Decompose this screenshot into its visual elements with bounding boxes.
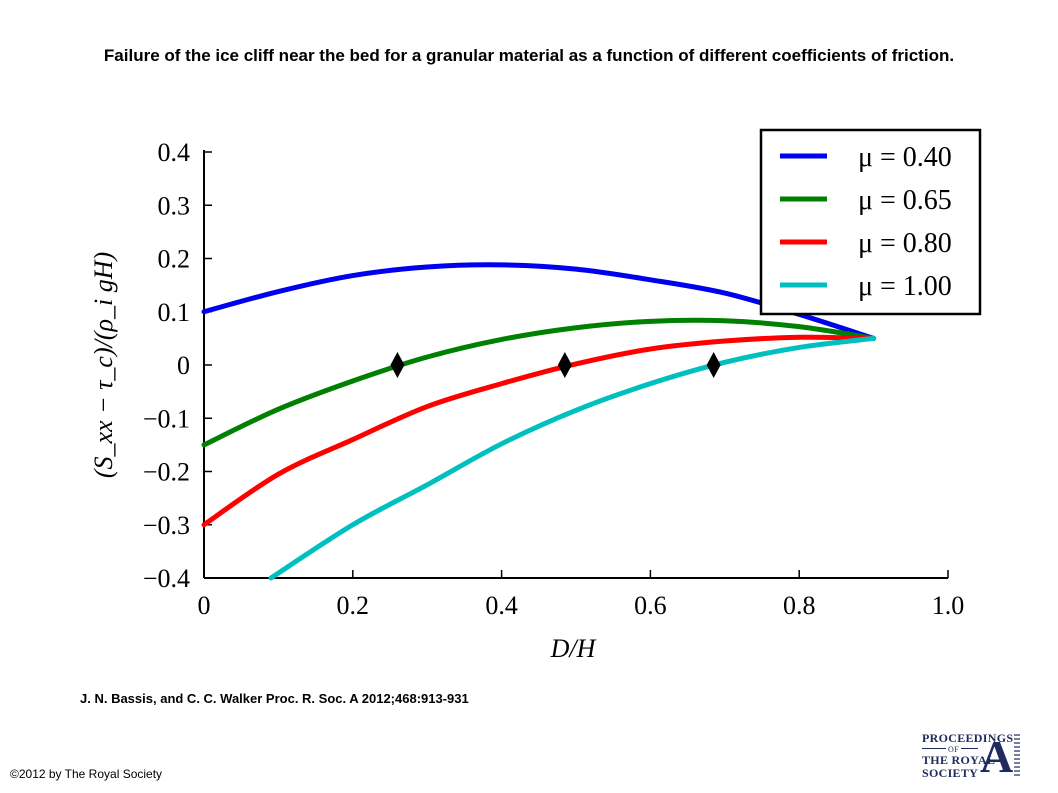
diamond-markers (390, 352, 721, 378)
y-tick-label: −0.1 (143, 404, 190, 433)
ticks: 0 0.2 0.4 0.6 0.8 1.0 0.4 0.3 0.2 0.1 0 −0.1 −0.2 −0.… (143, 138, 964, 620)
logo-letter: A (980, 731, 1014, 782)
y-tick-label: 0.3 (158, 191, 191, 220)
logo-line-3: THE ROYAL (922, 753, 996, 767)
legend-label-3: μ = 0.80 (858, 228, 952, 259)
journal-logo: PROCEEDINGS OF THE ROYAL SOCIETY A (922, 730, 1022, 780)
logo-line-1: PROCEEDINGS (922, 731, 1014, 745)
diamond-marker-3 (706, 352, 721, 378)
y-axis-label: (S_xx − τ_c)/(ρ_i gH) (89, 252, 118, 478)
x-tick-label: 0.4 (485, 591, 518, 620)
logo-line-2: OF (946, 744, 961, 756)
legend-label-2: μ = 0.65 (858, 185, 952, 216)
legend: μ = 0.40 μ = 0.65 μ = 0.80 μ = 1.00 (759, 128, 982, 316)
diamond-marker-2 (557, 352, 572, 378)
x-tick-label: 0.2 (337, 591, 370, 620)
logo-line-4: SOCIETY (922, 766, 979, 780)
x-tick-label: 0.6 (634, 591, 667, 620)
citation: J. N. Bassis, and C. C. Walker Proc. R. … (80, 691, 469, 706)
x-tick-label: 0 (198, 591, 211, 620)
x-tick-label: 1.0 (932, 591, 965, 620)
legend-label-4: μ = 1.00 (858, 271, 952, 302)
line-chart: 0 0.2 0.4 0.6 0.8 1.0 0.4 0.3 0.2 0.1 0 −0.1 −0.2 −0.… (89, 128, 982, 663)
series-line-3 (201, 334, 877, 528)
axes (203, 150, 948, 579)
legend-label-1: μ = 0.40 (858, 142, 952, 173)
y-tick-label: 0.1 (158, 298, 191, 327)
series-line-2 (201, 317, 877, 448)
diamond-marker-1 (390, 352, 405, 378)
copyright: ©2012 by The Royal Society (10, 767, 163, 781)
logo-side-text (1014, 734, 1020, 778)
y-tick-label: −0.2 (143, 458, 190, 487)
series-line-4 (268, 335, 877, 581)
y-tick-label: 0.2 (158, 245, 191, 274)
y-tick-label: −0.3 (143, 511, 190, 540)
y-tick-label: 0 (177, 351, 190, 380)
chart-title: Failure of the ice cliff near the bed fo… (103, 46, 955, 65)
y-tick-label: 0.4 (158, 138, 191, 167)
x-axis-label: D/H (550, 634, 597, 663)
y-tick-label: −0.4 (143, 564, 190, 593)
x-tick-label: 0.8 (783, 591, 816, 620)
